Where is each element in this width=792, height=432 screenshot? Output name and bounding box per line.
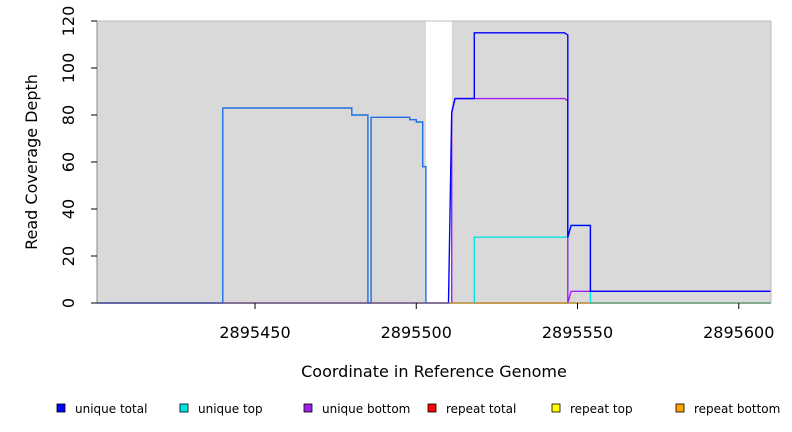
y-tick-label: 100: [59, 53, 78, 84]
y-tick-label: 40: [59, 199, 78, 219]
y-tick-label: 80: [59, 105, 78, 125]
legend-label: unique total: [75, 402, 147, 416]
legend-label: unique bottom: [322, 402, 410, 416]
axes: 0 20 40 60 80 100 120 2895450 2895500 2895550 2895…: [59, 6, 774, 342]
legend: unique total unique top unique bottom repea…: [56, 402, 780, 416]
plot-area: [97, 21, 771, 303]
y-tick-label: 20: [59, 246, 78, 266]
legend-label: repeat top: [570, 402, 633, 416]
x-tick-label: 2895600: [703, 323, 774, 342]
legend-swatch: [303, 403, 313, 413]
legend-label: unique top: [198, 402, 263, 416]
series-line: [97, 32, 771, 304]
y-tick-label: 120: [59, 6, 78, 37]
legend-label: repeat total: [446, 402, 516, 416]
x-axis-title: Coordinate in Reference Genome: [301, 362, 567, 381]
uncovered-region: [425, 21, 452, 303]
x-tick-label: 2895500: [381, 323, 452, 342]
legend-swatch: [427, 403, 437, 413]
legend-swatch: [179, 403, 189, 413]
x-tick-label: 2895550: [542, 323, 613, 342]
y-tick-label: 60: [59, 152, 78, 172]
legend-swatch: [551, 403, 561, 413]
legend-swatch: [56, 403, 66, 413]
x-tick-label: 2895450: [219, 323, 290, 342]
y-tick-label: 0: [59, 298, 78, 308]
series-line: [97, 107, 427, 304]
legend-swatch: [675, 403, 685, 413]
legend-label: repeat bottom: [694, 402, 780, 416]
y-axis-title: Read Coverage Depth: [22, 74, 41, 250]
